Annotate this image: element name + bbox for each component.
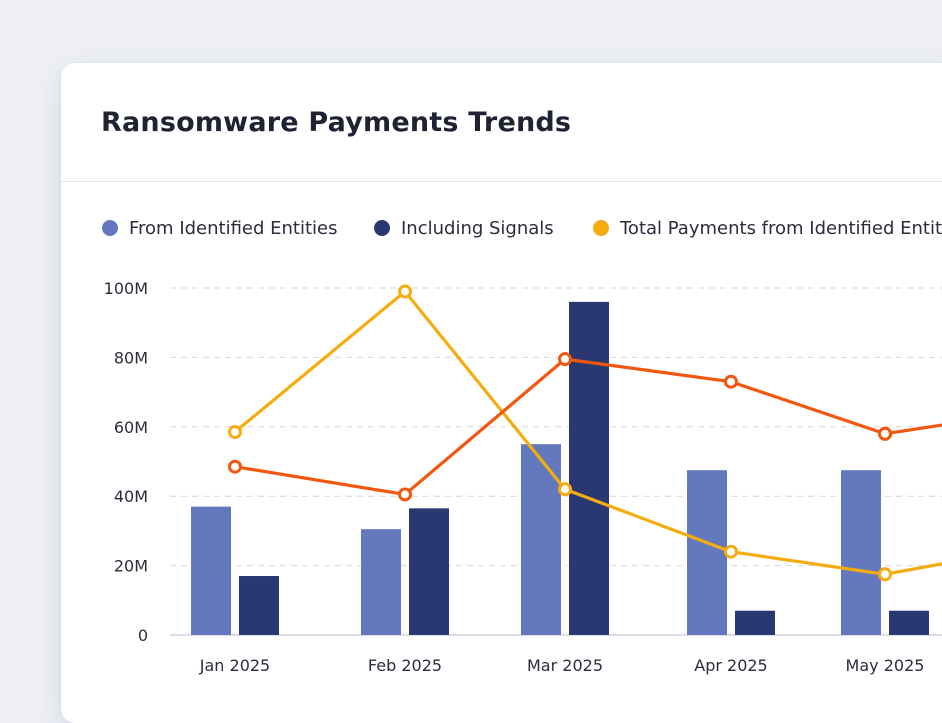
point-orange-series	[560, 354, 571, 365]
y-tick-label: 100M	[104, 279, 148, 298]
point-orange-series	[400, 489, 411, 500]
x-tick-label: Feb 2025	[368, 656, 442, 675]
line-total-continuation	[885, 564, 942, 574]
bar-from-identified	[687, 470, 727, 635]
bar-including-signals	[735, 611, 775, 635]
point-orange-series	[230, 461, 241, 472]
y-tick-label: 40M	[114, 487, 148, 506]
y-tick-label: 60M	[114, 418, 148, 437]
point-total-payments	[726, 546, 737, 557]
bar-from-identified	[191, 507, 231, 635]
point-total-payments	[560, 484, 571, 495]
bar-including-signals	[239, 576, 279, 635]
legend-label: Total Payments from Identified Entit	[619, 218, 942, 239]
bar-from-identified	[521, 444, 561, 635]
legend-label: From Identified Entities	[129, 218, 338, 239]
legend-marker	[374, 220, 390, 236]
x-tick-label: May 2025	[846, 656, 925, 675]
y-tick-label: 0	[138, 626, 148, 645]
ransomware-chart: 0 20M 40M 60M 80M 100M Jan 2025 Feb 2025 Mar 202…	[0, 0, 942, 690]
bar-including-signals	[889, 611, 929, 635]
point-orange-series	[726, 376, 737, 387]
point-total-payments	[230, 427, 241, 438]
x-tick-label: Mar 2025	[527, 656, 603, 675]
bar-including-signals	[409, 508, 449, 635]
x-tick-label: Jan 2025	[199, 656, 270, 675]
y-tick-label: 80M	[114, 348, 148, 367]
point-orange-series	[880, 428, 891, 439]
point-total-payments	[400, 286, 411, 297]
legend-marker	[102, 220, 118, 236]
legend-label: Including Signals	[401, 218, 554, 239]
point-total-payments	[880, 569, 891, 580]
line-orange-continuation	[885, 425, 942, 434]
x-tick-label: Apr 2025	[694, 656, 767, 675]
bar-from-identified	[841, 470, 881, 635]
y-tick-label: 20M	[114, 557, 148, 576]
bar-from-identified	[361, 529, 401, 635]
bar-including-signals	[569, 302, 609, 635]
legend-marker	[593, 220, 609, 236]
